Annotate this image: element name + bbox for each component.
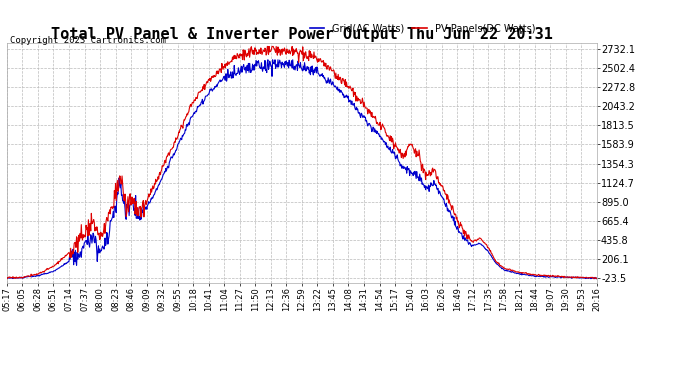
- Legend: Grid(AC Watts), PV Panels(DC Watts): Grid(AC Watts), PV Panels(DC Watts): [306, 19, 539, 37]
- Text: Copyright 2023 Cartronics.com: Copyright 2023 Cartronics.com: [10, 36, 166, 45]
- Title: Total PV Panel & Inverter Power Output Thu Jun 22 20:31: Total PV Panel & Inverter Power Output T…: [51, 27, 553, 42]
